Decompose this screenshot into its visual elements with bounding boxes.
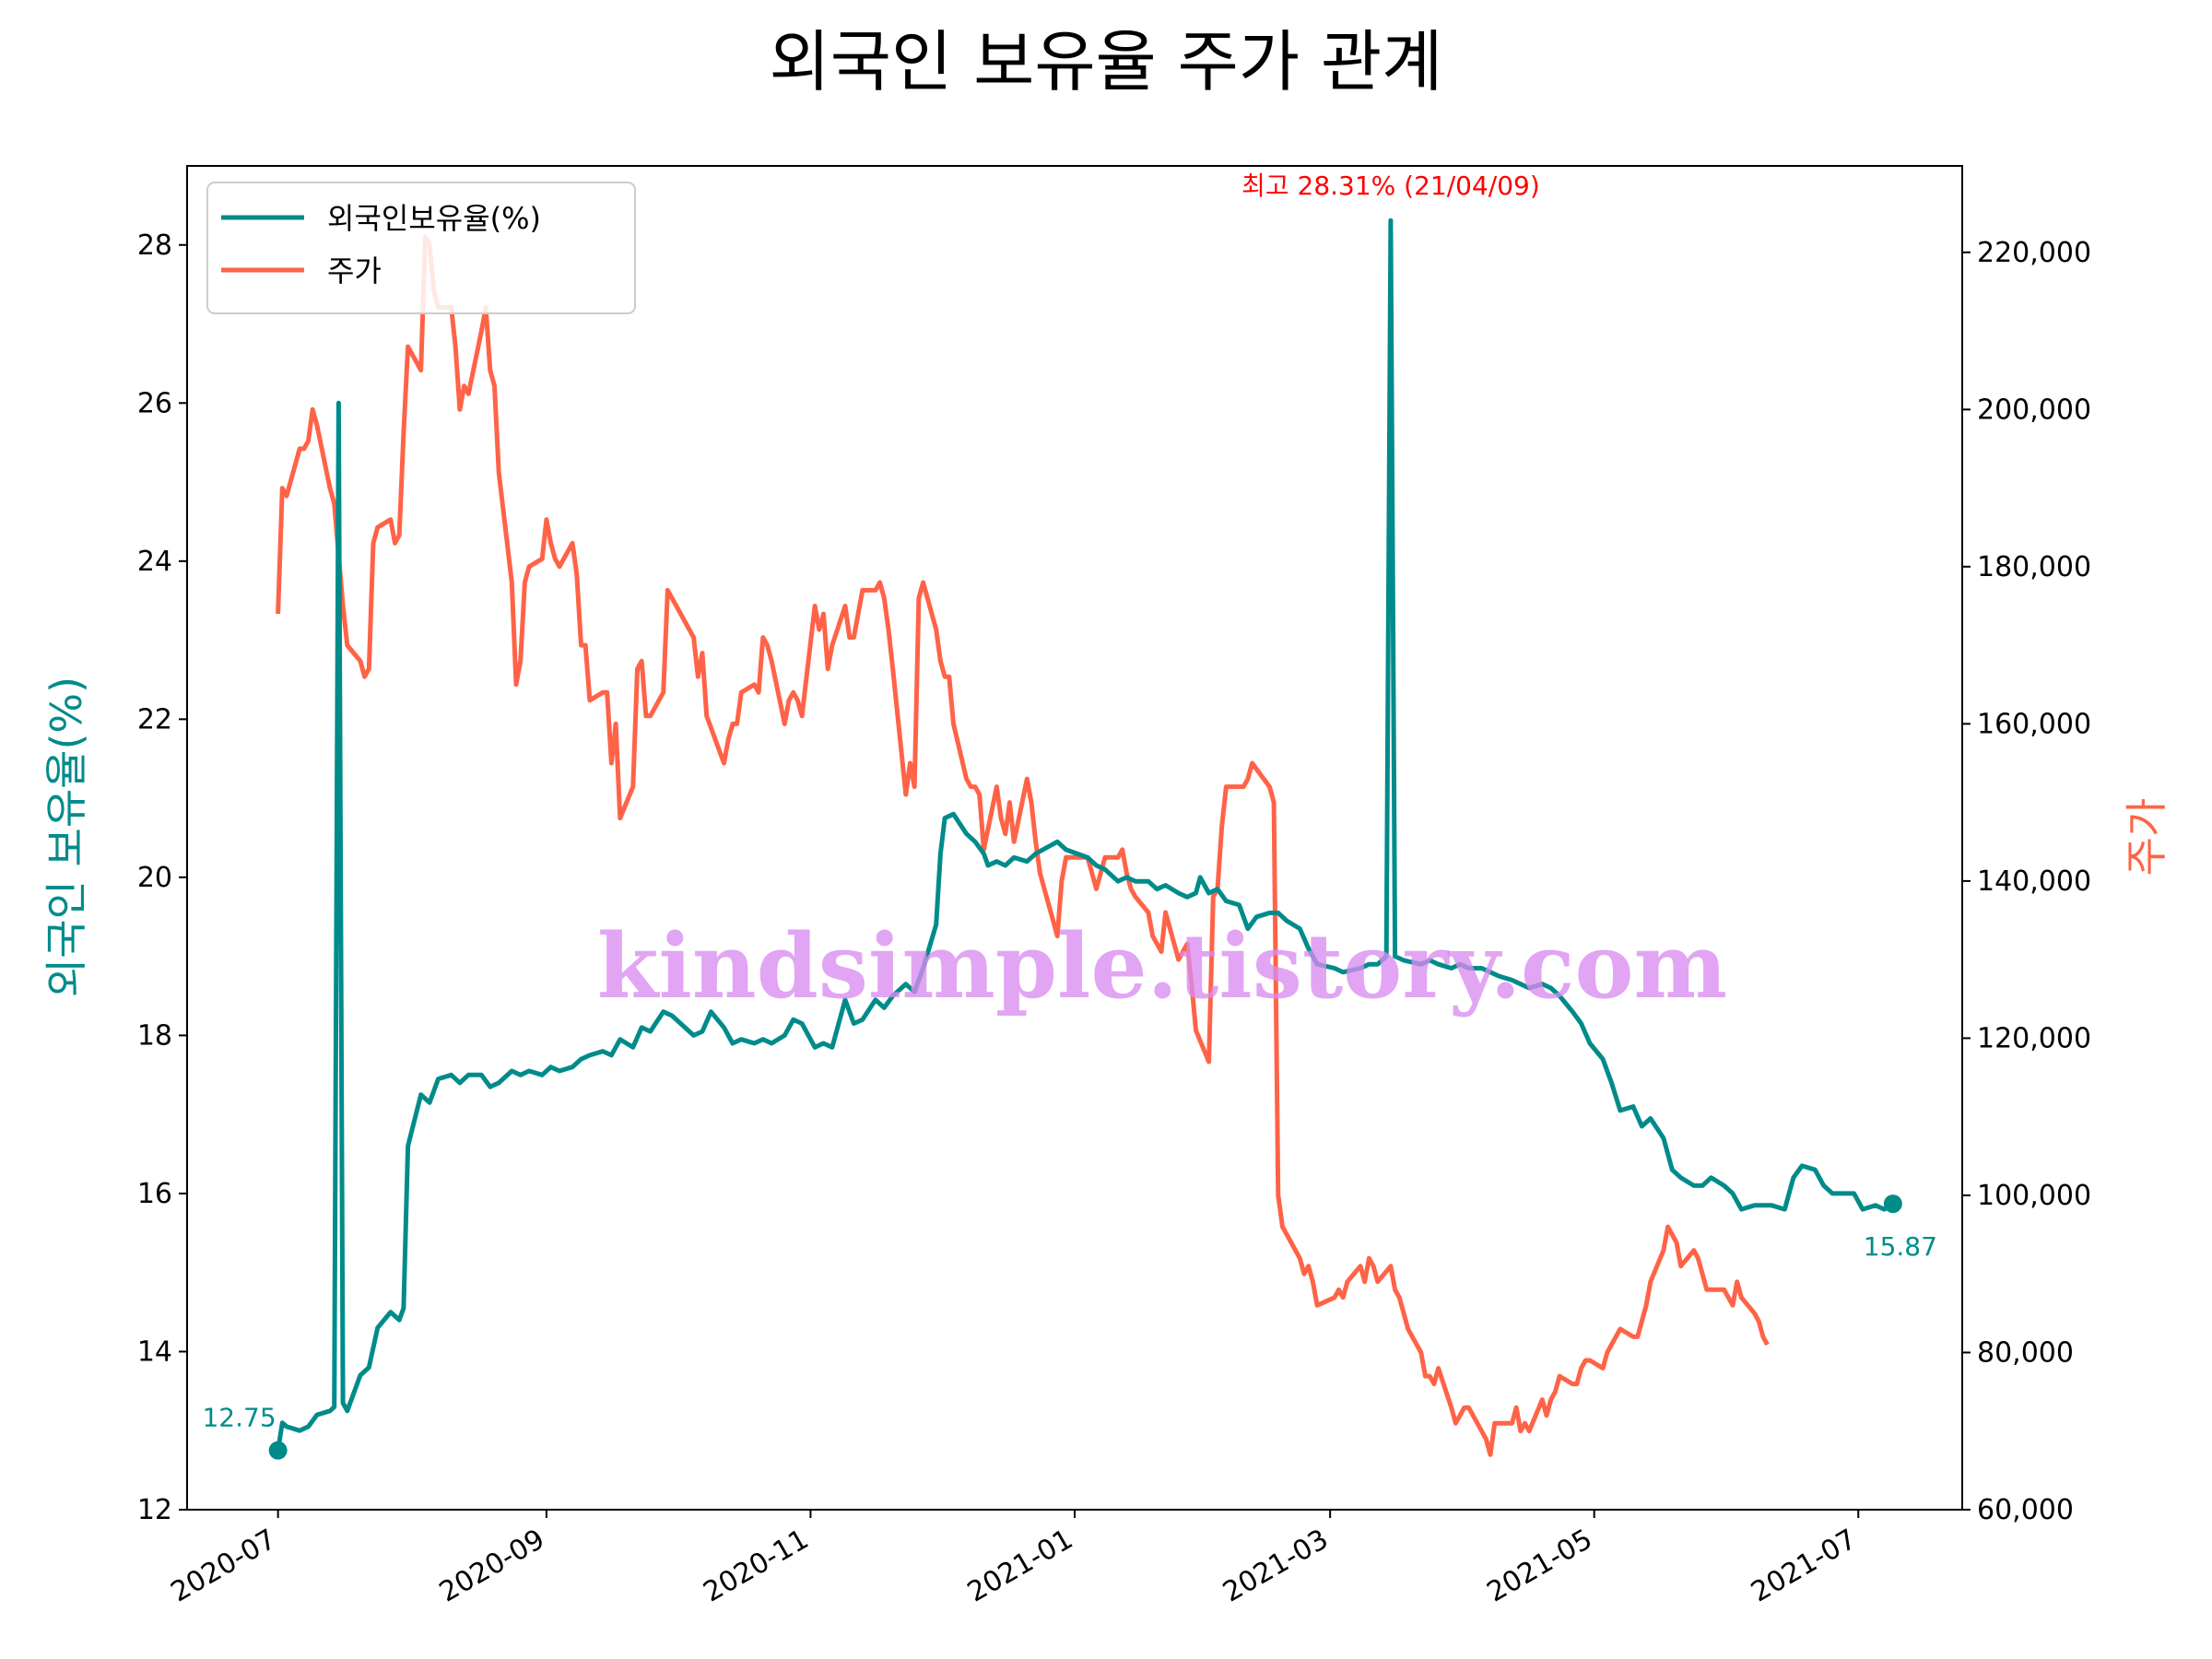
- annotation-layer: 최고 28.31% (21/04/09) 12.75 15.87: [202, 171, 1937, 1460]
- left-y-tick-label: 24: [137, 546, 172, 578]
- left-axis-title: 외국인 보유율(%): [41, 677, 91, 997]
- left-y-tick-label: 26: [137, 387, 172, 419]
- series-layer: [276, 218, 1895, 1457]
- x-tick-label: 2020-09: [434, 1524, 550, 1609]
- right-y-tick-label: 80,000: [1977, 1336, 2074, 1369]
- x-tick-label: 2021-05: [1482, 1524, 1598, 1609]
- right-y-tick-label: 60,000: [1977, 1494, 2074, 1526]
- legend-box: [206, 182, 636, 314]
- right-y-tick-label: 100,000: [1977, 1180, 2091, 1212]
- x-tick-label: 2020-07: [166, 1524, 282, 1609]
- x-tick-label: 2020-11: [698, 1524, 814, 1609]
- right-y-tick-label: 180,000: [1977, 551, 2091, 583]
- legend-label-price: 주가: [327, 253, 382, 288]
- annotation-marker: [1883, 1194, 1902, 1214]
- series-line-foreign-ratio: [276, 218, 1895, 1452]
- left-y-tick-label: 18: [137, 1019, 172, 1052]
- x-tick-label: 2021-01: [962, 1524, 1078, 1609]
- x-tick-label: 2021-03: [1218, 1524, 1334, 1609]
- annotation-marker: [268, 1441, 288, 1460]
- annotation-label: 12.75: [202, 1403, 276, 1433]
- right-y-tick-label: 120,000: [1977, 1022, 2091, 1054]
- annotation-label: 최고 28.31% (21/04/09): [1241, 171, 1540, 201]
- legend-label-foreign-ratio: 외국인보유율(%): [327, 201, 541, 236]
- left-y-tick-label: 22: [137, 703, 172, 735]
- right-y-tick-label: 200,000: [1977, 394, 2091, 426]
- legend: 외국인보유율(%) 주가: [206, 182, 636, 314]
- right-axis-title: 주가: [2122, 798, 2171, 877]
- watermark-text: kindsimple.tistory.com: [597, 914, 1727, 1018]
- annotation-label: 15.87: [1864, 1231, 1937, 1262]
- plot-area-frame: [186, 165, 1963, 1511]
- right-y-tick-label: 220,000: [1977, 237, 2091, 269]
- left-y-tick-label: 20: [137, 862, 172, 894]
- left-y-tick-label: 14: [137, 1335, 172, 1368]
- x-tick-label: 2021-07: [1746, 1524, 1862, 1609]
- series-line-price: [276, 234, 1770, 1457]
- right-y-tick-label: 140,000: [1977, 865, 2091, 898]
- left-y-tick-label: 16: [137, 1178, 172, 1210]
- left-y-tick-label: 28: [137, 229, 172, 262]
- right-y-tick-label: 160,000: [1977, 708, 2091, 740]
- left-y-tick-label: 12: [137, 1494, 172, 1526]
- chart-title: 외국인 보유율 주가 관계: [769, 23, 1442, 100]
